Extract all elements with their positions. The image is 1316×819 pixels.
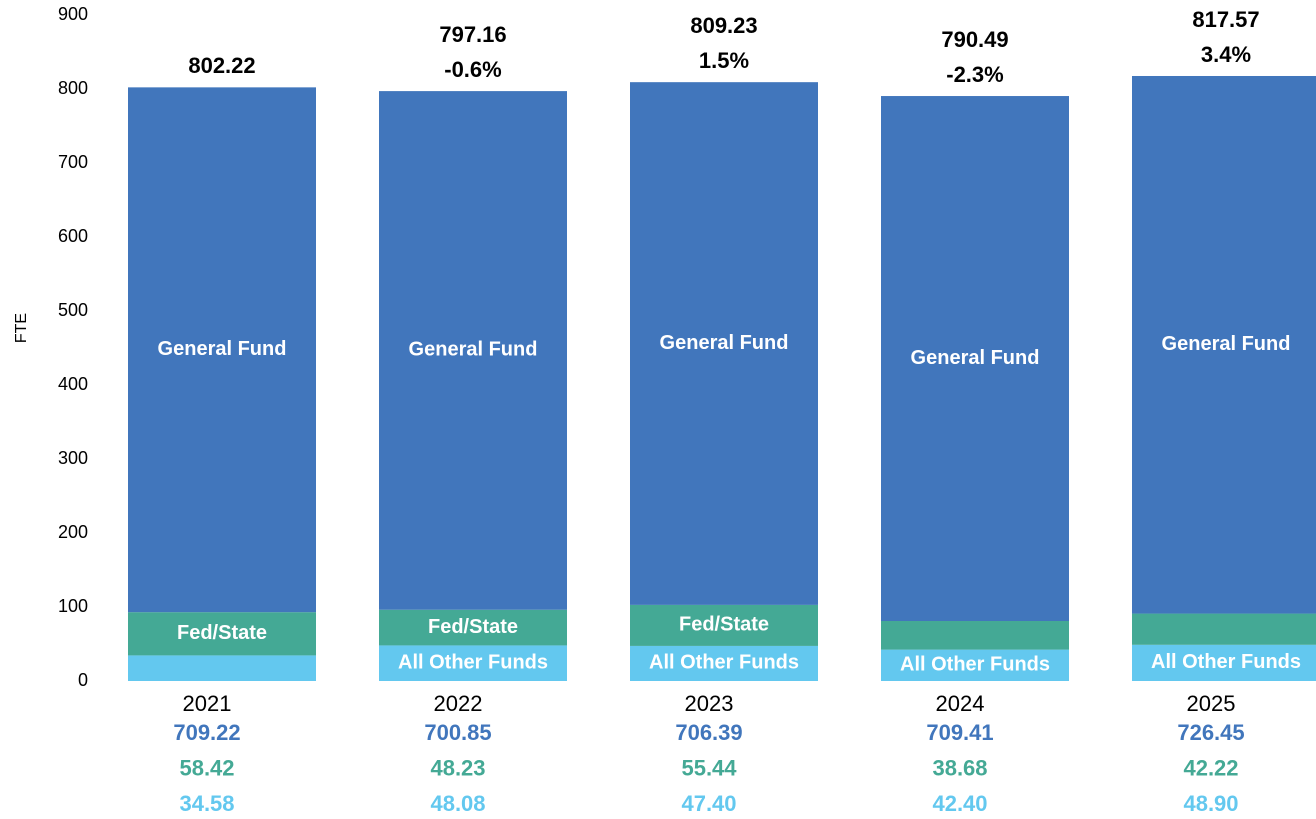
x-tick-label: 2024 <box>936 691 985 716</box>
value-label: 42.22 <box>1183 755 1238 780</box>
y-axis-label: FTE <box>13 313 30 343</box>
y-tick-label: 400 <box>58 374 88 394</box>
segment-label: General Fund <box>660 332 789 354</box>
segment-label: Fed/State <box>428 616 518 638</box>
segment-label: All Other Funds <box>900 654 1050 676</box>
segment-label: All Other Funds <box>398 651 548 673</box>
bar-segment <box>881 649 1069 681</box>
value-label: 42.40 <box>932 791 987 816</box>
value-label: 34.58 <box>179 791 234 816</box>
segment-label: All Other Funds <box>1151 651 1301 673</box>
y-tick-label: 300 <box>58 448 88 468</box>
x-tick-label: 2022 <box>434 691 483 716</box>
x-tick-label: 2023 <box>685 691 734 716</box>
y-tick-label: 200 <box>58 522 88 542</box>
change-label: -0.6% <box>444 57 501 82</box>
value-label: 726.45 <box>1177 720 1244 745</box>
bar-segment <box>1132 75 1316 614</box>
x-tick-label: 2021 <box>183 691 232 716</box>
value-label: 700.85 <box>424 720 491 745</box>
x-tick-label: 2025 <box>1187 691 1236 716</box>
bar-segment <box>128 612 316 656</box>
y-tick-label: 100 <box>58 596 88 616</box>
y-tick-label: 500 <box>58 300 88 320</box>
bar-segment <box>630 604 818 646</box>
value-label: 48.23 <box>430 755 485 780</box>
segment-label: General Fund <box>158 338 287 360</box>
value-label: 48.90 <box>1183 791 1238 816</box>
y-tick-label: 800 <box>58 78 88 98</box>
value-label: 709.22 <box>173 720 240 745</box>
y-tick-label: 900 <box>58 4 88 24</box>
bar-segment <box>379 609 567 646</box>
total-label: 797.16 <box>439 22 506 47</box>
bar-segment <box>630 82 818 605</box>
y-tick-label: 700 <box>58 152 88 172</box>
bar-segment <box>630 645 818 681</box>
bar-segment <box>379 645 567 681</box>
bar-segment <box>881 96 1069 622</box>
total-label: 817.57 <box>1192 7 1259 32</box>
segment-label: General Fund <box>1162 333 1291 355</box>
y-tick-label: 0 <box>78 670 88 690</box>
segment-label: All Other Funds <box>649 652 799 674</box>
bar-segment <box>1132 613 1316 645</box>
segment-label: General Fund <box>409 339 538 361</box>
value-label: 709.41 <box>926 720 993 745</box>
segment-label: Fed/State <box>177 622 267 644</box>
bar-segment <box>128 655 316 681</box>
value-label: 706.39 <box>675 720 742 745</box>
value-label: 38.68 <box>932 755 987 780</box>
change-label: 3.4% <box>1201 42 1251 67</box>
change-label: -2.3% <box>946 62 1003 87</box>
bar-segment <box>128 87 316 613</box>
value-label: 48.08 <box>430 791 485 816</box>
value-label: 47.40 <box>681 791 736 816</box>
bar-segment <box>881 621 1069 650</box>
bar-segment <box>1132 644 1316 681</box>
value-label: 55.44 <box>681 755 737 780</box>
total-label: 802.22 <box>188 53 255 78</box>
segment-label: General Fund <box>911 347 1040 369</box>
total-label: 790.49 <box>941 27 1008 52</box>
value-label: 58.42 <box>179 755 234 780</box>
segment-label: Fed/State <box>679 614 769 636</box>
total-label: 809.23 <box>690 13 757 38</box>
y-tick-label: 600 <box>58 226 88 246</box>
bar-segment <box>379 91 567 610</box>
change-label: 1.5% <box>699 48 749 73</box>
